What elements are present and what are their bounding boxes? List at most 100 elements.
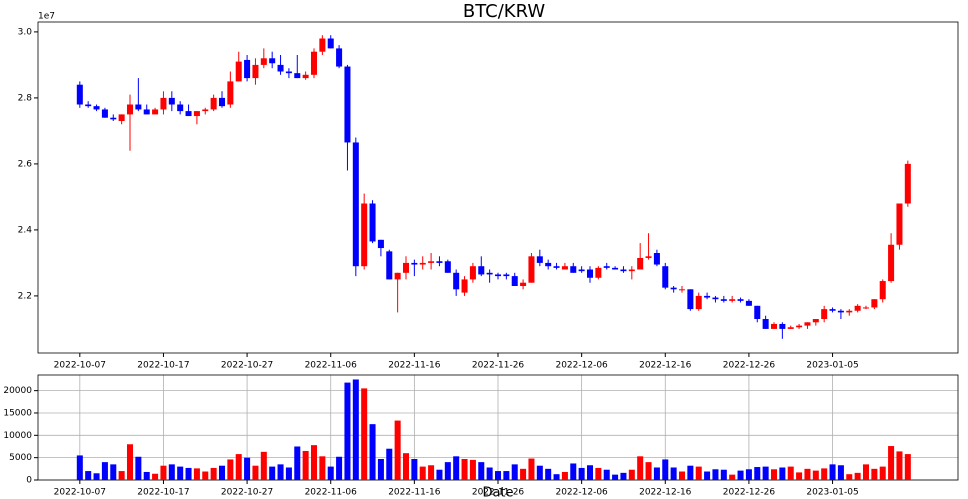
candle-body	[904, 163, 911, 204]
volume-bar	[168, 464, 175, 480]
candle-body	[160, 97, 167, 110]
candle-body	[628, 269, 635, 272]
candle-body	[528, 256, 535, 283]
volume-bar	[118, 471, 125, 480]
candle-body	[545, 262, 552, 267]
volume-bar	[754, 467, 761, 480]
candle-body	[428, 261, 435, 263]
volume-bar	[327, 466, 334, 480]
candle-body	[737, 299, 744, 301]
plot-frame	[37, 21, 959, 354]
volume-bar	[745, 469, 752, 480]
x-tick-label: 2022-12-16	[639, 361, 692, 371]
candle-body	[327, 38, 334, 49]
volume-bar	[177, 466, 184, 480]
x-tick-label: 2022-10-27	[221, 488, 273, 498]
volume-bar	[670, 467, 677, 480]
candle-body	[812, 319, 819, 323]
volume-bar	[720, 469, 727, 480]
candle-body	[218, 97, 226, 107]
x-tick-label: 2022-12-06	[555, 361, 608, 371]
candle-body	[469, 266, 476, 280]
x-tick-label: 2022-11-06	[305, 361, 358, 371]
candle-body	[185, 111, 192, 117]
volume-bar	[461, 459, 468, 480]
candle-body	[770, 323, 778, 329]
volume-bar	[76, 455, 83, 480]
candle-body	[612, 267, 619, 270]
chart-title: BTC/KRW	[463, 1, 546, 22]
volume-bar	[871, 468, 878, 480]
candle-body	[595, 267, 602, 278]
volume-bar	[469, 459, 476, 480]
y-tick-label: 0	[26, 476, 32, 486]
volume-bar	[561, 471, 568, 480]
x-tick-label: 2022-12-26	[723, 488, 776, 498]
candle-body	[310, 51, 318, 75]
candle-body	[779, 323, 786, 329]
volume-bar	[620, 472, 627, 480]
volume-bar	[637, 456, 644, 480]
volume-bar	[369, 424, 376, 480]
y-tick-label: 20000	[3, 386, 32, 396]
volume-bar	[453, 456, 460, 480]
x-tick-label: 2022-12-26	[723, 361, 776, 371]
candle-body	[336, 48, 343, 67]
candle-body	[110, 117, 117, 120]
volume-bar	[260, 451, 267, 480]
volume-bar	[603, 469, 610, 480]
candle-body	[754, 305, 761, 320]
candle-body	[202, 109, 209, 112]
volume-bar	[904, 454, 911, 480]
y-tick-label: 10000	[3, 431, 32, 441]
candle-body	[712, 297, 719, 300]
candle-body	[101, 109, 108, 118]
volume-bar	[193, 468, 200, 480]
volume-bar	[770, 469, 778, 480]
candle-body	[888, 244, 895, 282]
volume-bar	[361, 388, 368, 480]
candle-body	[377, 239, 384, 249]
candle-body	[862, 307, 870, 309]
candle-body	[177, 104, 184, 112]
volume-bar	[386, 448, 393, 480]
volume-bar	[687, 465, 694, 480]
volume-bar	[352, 379, 359, 480]
x-tick-label: 2022-10-17	[137, 361, 189, 371]
offset-label: 1e7	[38, 12, 55, 22]
candle-body	[879, 281, 886, 300]
candle-body	[729, 299, 736, 301]
volume-bar	[160, 465, 167, 480]
candle-body	[227, 81, 234, 105]
x-tick-label: 2022-11-16	[388, 488, 441, 498]
volume-bar	[218, 465, 226, 480]
volume-bar	[310, 445, 318, 480]
volume-bar	[628, 469, 635, 480]
x-tick-label: 2022-10-07	[54, 488, 106, 498]
volume-bar	[578, 467, 585, 480]
y-tick-label: 5000	[9, 453, 32, 463]
volume-bar	[712, 469, 719, 480]
volume-bar	[762, 466, 769, 480]
volume-bar	[678, 471, 686, 480]
candle-body	[745, 300, 752, 306]
volume-bar	[704, 471, 711, 480]
x-axis-label: Date	[482, 486, 513, 499]
candle-body	[662, 266, 669, 288]
volume-bar	[804, 468, 811, 480]
candle-body	[444, 261, 451, 273]
candle-body	[143, 109, 150, 115]
candle-body	[670, 287, 677, 290]
volume-bar	[436, 469, 443, 480]
candle-body	[787, 327, 794, 329]
candle-body	[285, 71, 292, 74]
volume-bar	[336, 456, 343, 480]
x-tick-label: 2022-10-27	[221, 361, 273, 371]
candle-body	[244, 59, 251, 79]
candle-body	[536, 256, 543, 263]
candle-body	[520, 282, 527, 287]
volume-bar	[294, 446, 301, 480]
candle-body	[386, 251, 393, 280]
volume-bar	[653, 467, 660, 480]
x-tick-label: 2022-10-07	[54, 361, 106, 371]
